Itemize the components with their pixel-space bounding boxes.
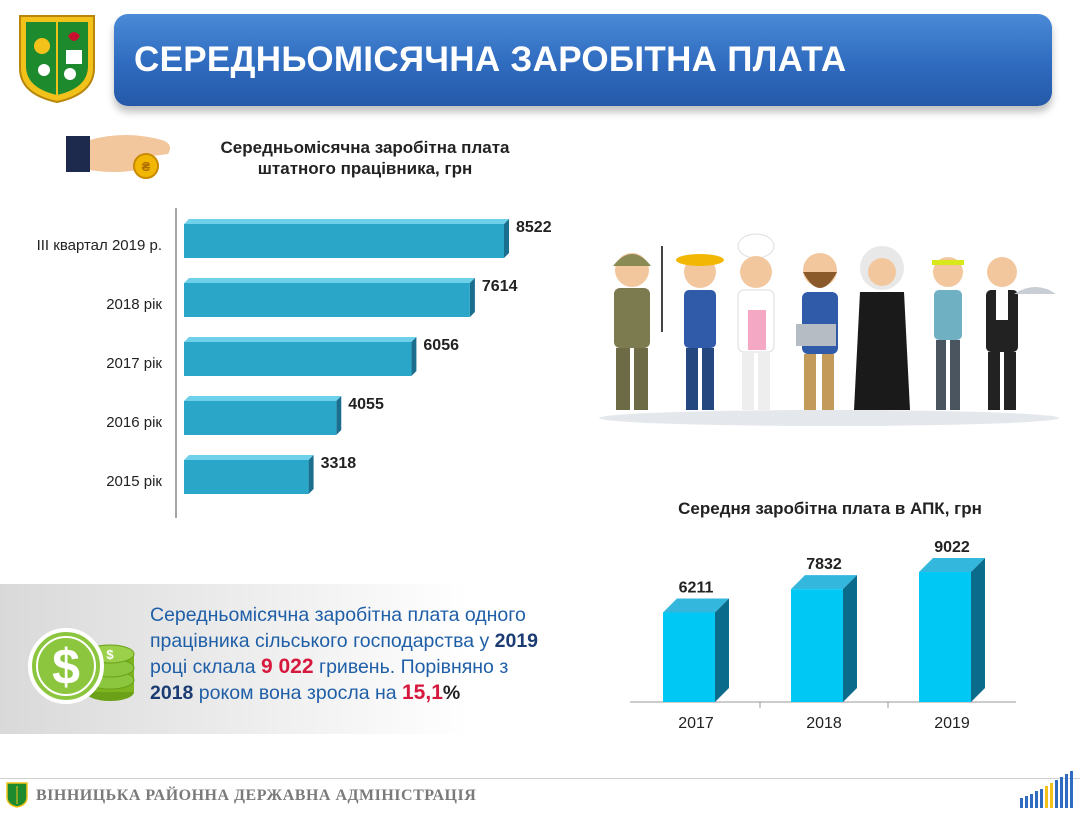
soldier-figure	[613, 253, 651, 410]
bar-value-0: 8522	[516, 219, 552, 236]
bar-front-4	[184, 460, 309, 494]
apk-bar-2	[919, 558, 985, 702]
professions-illustration	[599, 233, 1059, 426]
apk-bar-top-0	[663, 598, 729, 613]
apk-bar-front-0	[663, 612, 715, 702]
bar-front-2	[184, 342, 412, 376]
apk-bar-1	[791, 575, 857, 702]
judge-figure	[854, 246, 910, 410]
info-percent: 15,1	[402, 681, 443, 704]
bar-front-1	[184, 283, 470, 317]
bar-4	[184, 455, 314, 494]
chef-figure	[737, 233, 775, 410]
apk-bar-front-1	[791, 589, 843, 702]
bar-top-2	[184, 337, 417, 342]
bar-side-2	[411, 337, 417, 376]
hand-coin-icon: ₴	[66, 135, 170, 179]
bar-top-0	[184, 219, 509, 224]
athlete-figure	[932, 257, 964, 410]
apk-bar-front-2	[919, 572, 971, 702]
apk-bar-top-1	[791, 575, 857, 590]
left-chart-title-line-2: штатного працівника, грн	[257, 159, 473, 178]
office-worker-figure	[796, 253, 838, 410]
apk-bar-value-1: 7832	[806, 556, 842, 573]
info-year-2018: 2018	[150, 682, 194, 704]
apk-category-label-2: 2019	[934, 715, 970, 732]
svg-text:$: $	[52, 639, 80, 695]
bar-top-3	[184, 396, 342, 401]
bar-value-2: 6056	[423, 337, 459, 354]
category-label-0: ІІІ квартал 2019 р.	[37, 237, 162, 254]
apk-bar-top-2	[919, 558, 985, 572]
dollar-coins-icon: $ $	[28, 628, 135, 704]
svg-text:₴: ₴	[142, 159, 151, 174]
info-year-2019: 2019	[494, 630, 539, 652]
footer-divider	[0, 778, 1080, 779]
bar-2	[184, 337, 417, 376]
info-line-4: 2018 роком вона зросла на 15,1%	[150, 681, 461, 704]
svg-text:$: $	[106, 647, 114, 662]
apk-bar-0	[663, 598, 729, 702]
left-chart-title: Середньомісячна заробітна плата штатного…	[190, 137, 540, 179]
bar-1	[184, 278, 475, 317]
bar-side-3	[336, 396, 342, 435]
bar-top-1	[184, 278, 475, 283]
bar-side-1	[469, 278, 475, 317]
page-title: СЕРЕДНЬОМІСЯЧНА ЗАРОБІТНА ПЛАТА	[134, 40, 847, 79]
farmer-figure	[661, 246, 724, 410]
category-label-2: 2017 рік	[106, 355, 162, 372]
info-line-3: році склала 9 022 гривень. Порівняно з	[150, 655, 509, 678]
info-line-2: працівника сільського господарства у 201…	[150, 630, 539, 652]
bar-front-3	[184, 401, 337, 435]
right-chart-title: Середня заробітна плата в АПК, грн	[678, 499, 982, 518]
apk-category-label-1: 2018	[806, 715, 842, 732]
apk-category-label-0: 2017	[678, 715, 714, 732]
bar-value-3: 4055	[348, 396, 384, 413]
apk-bar-value-2: 9022	[934, 539, 970, 556]
bar-value-1: 7614	[482, 278, 518, 295]
bar-front-0	[184, 224, 504, 258]
info-text: Середньомісячна заробітна плата одного п…	[150, 602, 570, 706]
apk-bar-chart: 6211 2017 7832 2018 9022 2019	[630, 539, 1016, 732]
apk-bar-value-0: 6211	[679, 580, 714, 597]
bar-value-4: 3318	[321, 455, 357, 472]
apk-bar-side-1	[843, 575, 857, 702]
info-amount: 9 022	[260, 655, 314, 678]
info-line-1: Середньомісячна заробітна плата одного	[150, 604, 526, 626]
apk-bar-side-0	[715, 598, 729, 702]
category-label-3: 2016 рік	[106, 414, 162, 431]
coat-of-arms-icon	[19, 15, 95, 104]
category-label-1: 2018 рік	[106, 296, 162, 313]
bar-side-4	[308, 455, 314, 494]
footer-organization: ВІННИЦЬКА РАЙОННА ДЕРЖАВНА АДМІНІСТРАЦІЯ	[36, 787, 477, 804]
footer-coat-of-arms-icon	[6, 782, 28, 808]
waiter-figure	[986, 257, 1056, 410]
title-banner: СЕРЕДНЬОМІСЯЧНА ЗАРОБІТНА ПЛАТА	[114, 14, 1052, 106]
bar-top-4	[184, 455, 314, 460]
info-percent-sign: %	[442, 682, 461, 704]
left-chart-title-line-1: Середньомісячна заробітна плата	[220, 138, 510, 157]
bar-0	[184, 219, 509, 258]
bar-side-0	[504, 219, 509, 258]
salary-bar-chart: 8522 ІІІ квартал 2019 р. 7614 2018 рік 6056 2…	[37, 208, 552, 518]
apk-bar-side-2	[971, 558, 985, 702]
category-label-4: 2015 рік	[106, 473, 162, 490]
bar-3	[184, 396, 342, 435]
bar-graph-logo-icon	[1020, 771, 1073, 808]
